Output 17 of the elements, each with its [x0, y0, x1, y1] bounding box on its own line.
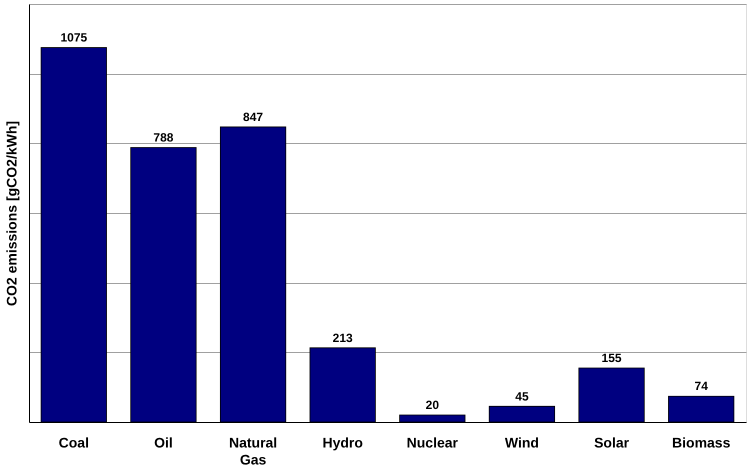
x-tick-label: Natural Gas: [228, 434, 278, 468]
x-tick-label: Solar: [594, 434, 630, 450]
x-tick-label: Wind: [504, 434, 539, 450]
x-tick-label: Hydro: [322, 434, 363, 450]
data-label: 847: [243, 110, 264, 124]
data-label: 74: [694, 379, 708, 394]
x-tick-label: Nuclear: [406, 434, 459, 450]
data-label: 213: [332, 330, 354, 345]
data-label: 45: [515, 389, 529, 404]
data-label: 155: [602, 351, 622, 366]
data-label: 788: [153, 130, 174, 145]
x-tick-label: Coal: [58, 434, 89, 450]
data-label: 1075: [60, 30, 88, 45]
data-label: 20: [426, 398, 440, 412]
y-axis-title: CO2 emissions [gCO2/kWh]: [4, 120, 20, 306]
x-tick-label: Oil: [154, 434, 173, 450]
x-tick-label: Biomass: [672, 434, 731, 450]
